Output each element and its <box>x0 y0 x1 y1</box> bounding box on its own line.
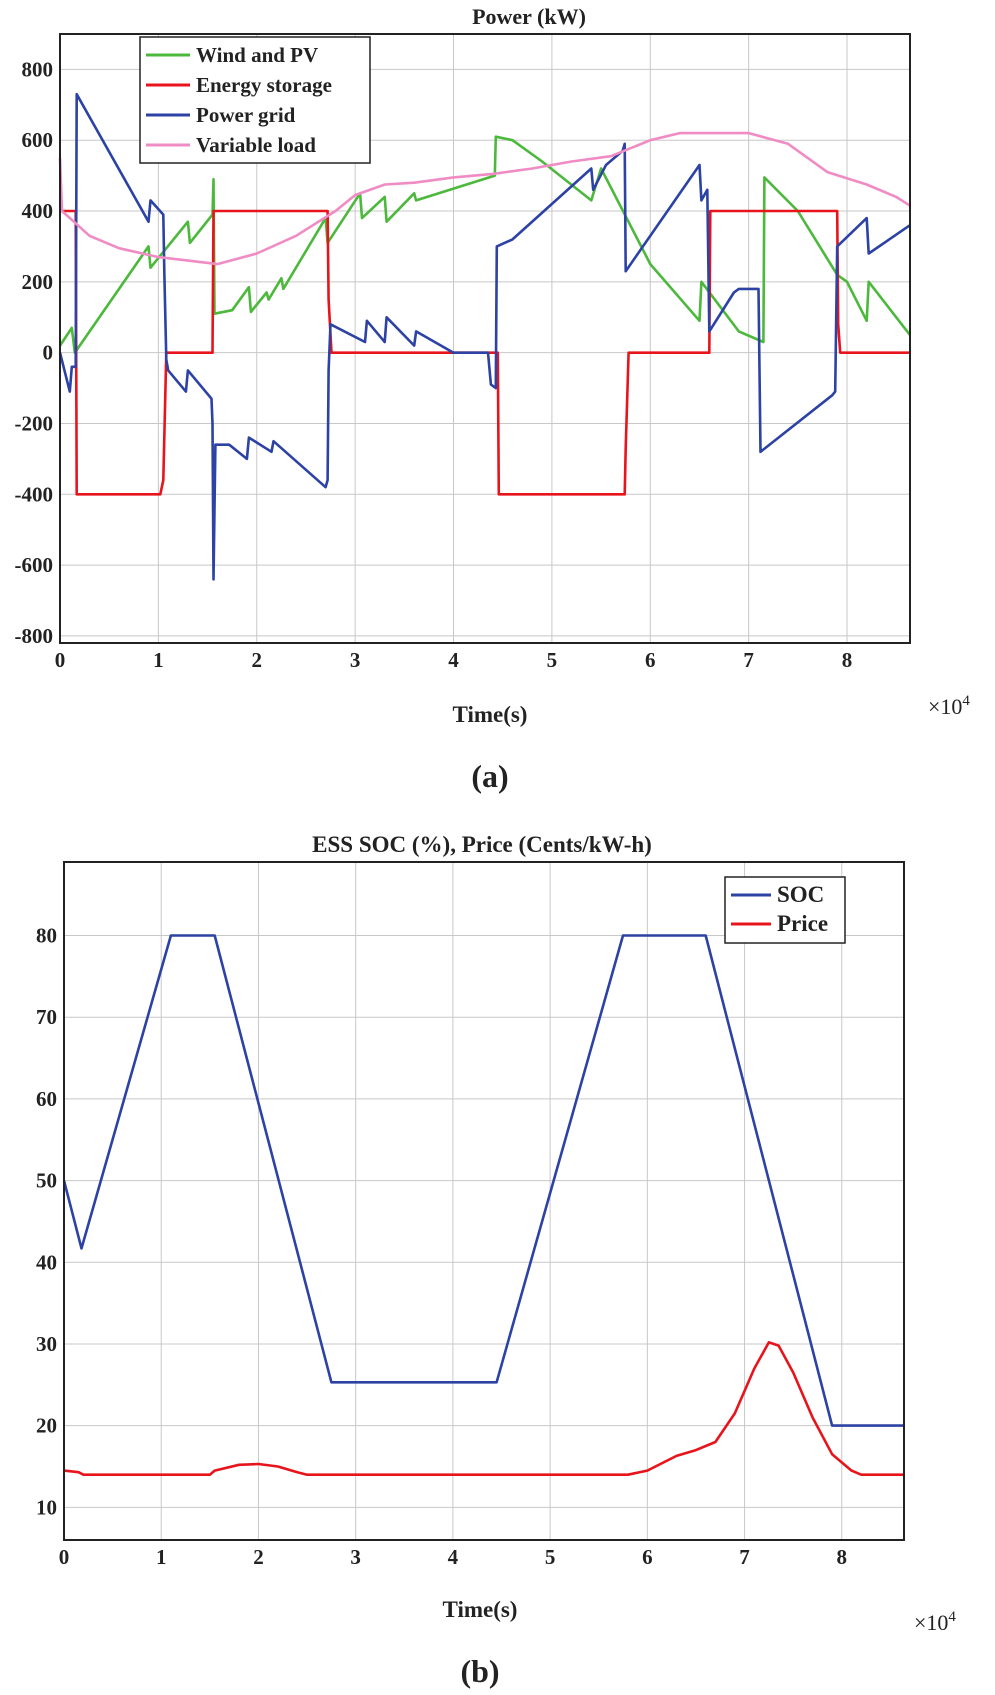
chart-a-ytick-label: -600 <box>15 553 54 577</box>
chart-a-xtick-label: 3 <box>350 648 361 672</box>
chart-a-ytick-label: -400 <box>15 482 54 506</box>
chart-b-ytick-label: 10 <box>36 1495 57 1519</box>
chart-b-xtick-label: 2 <box>253 1545 264 1569</box>
chart-b-panel-label: (b) <box>460 1653 499 1689</box>
chart-a-x-ticks: 0 1 2 3 4 5 6 7 8 <box>55 648 853 672</box>
chart-b-xtick-label: 8 <box>837 1545 848 1569</box>
chart-b-xtick-label: 5 <box>545 1545 556 1569</box>
chart-b-y-ticks: 10 20 30 40 50 60 70 80 <box>36 924 57 1520</box>
chart-b-x-exponent-power: 4 <box>948 1609 956 1625</box>
chart-a-xtick-label: 2 <box>252 648 263 672</box>
chart-a-x-exponent-base: ×10 <box>928 694 962 719</box>
chart-a-legend-label: Variable load <box>196 133 316 157</box>
chart-panel-b: ESS SOC (%), Price (Cents/kW-h) 0 1 2 3 4 5 6 7… <box>36 832 956 1689</box>
chart-b-x-exponent: ×104 <box>914 1609 956 1635</box>
chart-b-xlabel: Time(s) <box>443 1597 518 1622</box>
chart-a-ytick-label: -800 <box>15 624 54 648</box>
chart-b-series-line-soc <box>62 934 904 1427</box>
chart-a-xtick-label: 4 <box>448 648 459 672</box>
chart-a-xlabel: Time(s) <box>453 702 528 727</box>
chart-a-panel-label: (a) <box>471 758 508 794</box>
chart-b-xtick-label: 3 <box>350 1545 361 1569</box>
chart-b-x-ticks: 0 1 2 3 4 5 6 7 8 <box>59 1545 847 1569</box>
chart-a-series-line-wind-and-pv <box>58 135 912 354</box>
chart-a-xtick-label: 8 <box>842 648 853 672</box>
chart-b-legend-label: Price <box>777 911 828 936</box>
chart-b-series <box>62 934 904 1476</box>
chart-a-x-exponent: ×104 <box>928 693 970 719</box>
chart-b-x-exponent-base: ×10 <box>914 1610 948 1635</box>
chart-b-ytick-label: 60 <box>36 1087 57 1111</box>
chart-b-legend: SOC Price <box>724 876 846 944</box>
chart-b-xtick-label: 1 <box>156 1545 167 1569</box>
chart-a-y-ticks: -800 -600 -400 -200 0 200 400 600 800 <box>15 57 54 648</box>
chart-a-ytick-label: 600 <box>22 128 54 152</box>
chart-b-series-line-price <box>63 1341 904 1476</box>
chart-a-legend: Wind and PV Energy storage Power grid Varia… <box>139 36 371 164</box>
chart-a-xtick-label: 7 <box>743 648 754 672</box>
chart-b-legend-label: SOC <box>777 882 824 907</box>
chart-a-series-line-variable-load <box>58 131 911 266</box>
chart-b-xtick-label: 7 <box>739 1545 750 1569</box>
chart-b-frame <box>63 861 905 1541</box>
chart-a-xtick-label: 1 <box>153 648 164 672</box>
chart-b-ytick-label: 80 <box>36 924 57 948</box>
chart-b-legend-box <box>724 876 846 944</box>
chart-a-ytick-label: 200 <box>22 270 54 294</box>
chart-b-ytick-label: 70 <box>36 1005 57 1029</box>
chart-a-series-line-energy-storage <box>60 209 910 496</box>
chart-a-x-exponent-power: 4 <box>962 693 970 709</box>
chart-a-series-line-power-grid <box>58 92 911 581</box>
chart-panel-a: Power (kW) 0 1 2 3 4 5 6 7 8 -800 -600 -400 -200 0 20… <box>15 4 971 794</box>
chart-b-xtick-label: 0 <box>59 1545 70 1569</box>
chart-a-legend-label: Energy storage <box>196 73 332 97</box>
chart-b-xtick-label: 6 <box>642 1545 653 1569</box>
chart-b-xtick-label: 4 <box>448 1545 459 1569</box>
chart-a-ytick-label: 0 <box>43 341 54 365</box>
chart-b-ytick-label: 20 <box>36 1414 57 1438</box>
chart-b-ytick-label: 50 <box>36 1169 57 1193</box>
chart-b-grid <box>64 862 904 1540</box>
chart-a-ytick-label: 800 <box>22 57 54 81</box>
chart-b-ytick-label: 40 <box>36 1250 57 1274</box>
chart-a-xtick-label: 5 <box>547 648 558 672</box>
chart-b-ytick-label: 30 <box>36 1332 57 1356</box>
chart-a-legend-label: Power grid <box>196 103 296 127</box>
chart-a-legend-label: Wind and PV <box>196 43 318 67</box>
chart-a-xtick-label: 6 <box>645 648 656 672</box>
chart-a-legend-box <box>139 36 371 164</box>
chart-a-title: Power (kW) <box>472 4 586 29</box>
chart-b-title: ESS SOC (%), Price (Cents/kW-h) <box>312 832 652 857</box>
chart-a-series <box>58 92 912 581</box>
chart-a-ytick-label: -200 <box>15 411 54 435</box>
chart-a-xtick-label: 0 <box>55 648 66 672</box>
chart-a-frame <box>59 33 911 644</box>
chart-a-ytick-label: 400 <box>22 199 54 223</box>
